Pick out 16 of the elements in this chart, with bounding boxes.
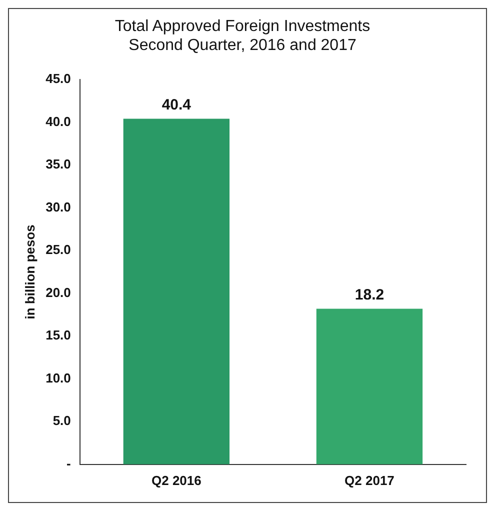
y-tick-label: 40.0 <box>46 114 71 129</box>
y-tick-label: 10.0 <box>46 370 71 386</box>
chart-title: Total Approved Foreign Investments Second Quarter, 2016 and 2017 <box>114 18 370 54</box>
y-tick-label: - <box>66 456 71 471</box>
y-tick-label: 45.0 <box>46 70 71 86</box>
y-tick-label: 15.0 <box>46 328 71 343</box>
y-tick-label: 20.0 <box>46 284 71 300</box>
y-axis-title: in billion pesos <box>22 224 38 320</box>
y-tick-label: 30.0 <box>46 199 71 214</box>
data-label: 40.4 <box>162 96 192 114</box>
y-tick-label: 25.0 <box>46 242 71 258</box>
x-tick-label: Q2 2017 <box>344 472 394 488</box>
y-tick-label: 5.0 <box>52 413 71 428</box>
y-tick-label: 35.0 <box>46 156 71 172</box>
data-label: 18.2 <box>354 286 384 304</box>
x-tick-label: Q2 2016 <box>151 472 202 488</box>
